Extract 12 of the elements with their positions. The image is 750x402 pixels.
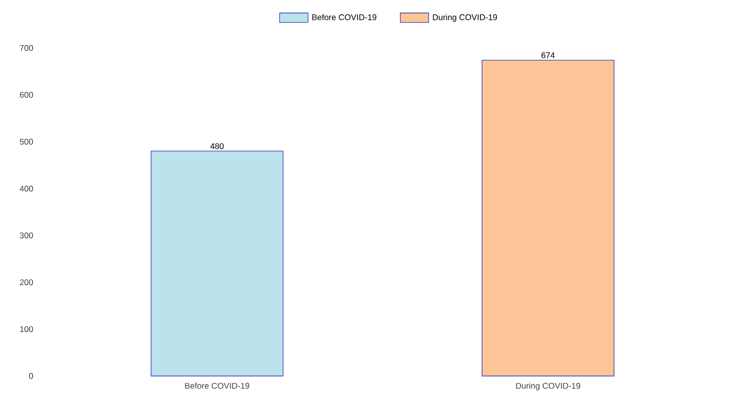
data-label: 480 [210,143,224,150]
legend-label: Before COVID-19 [312,14,376,20]
y-tick-label: 300 [20,232,34,238]
y-tick-label: 600 [20,92,34,98]
y-tick-label: 700 [20,45,34,51]
y-tick-label: 100 [20,326,34,332]
y-tick-label: 200 [20,279,34,286]
data-label: 674 [542,52,555,58]
y-tick-label: 0 [29,373,34,379]
y-tick-label: 400 [20,186,34,192]
legend-label: During COVID-19 [432,14,497,22]
y-tick-label: 500 [20,138,34,145]
